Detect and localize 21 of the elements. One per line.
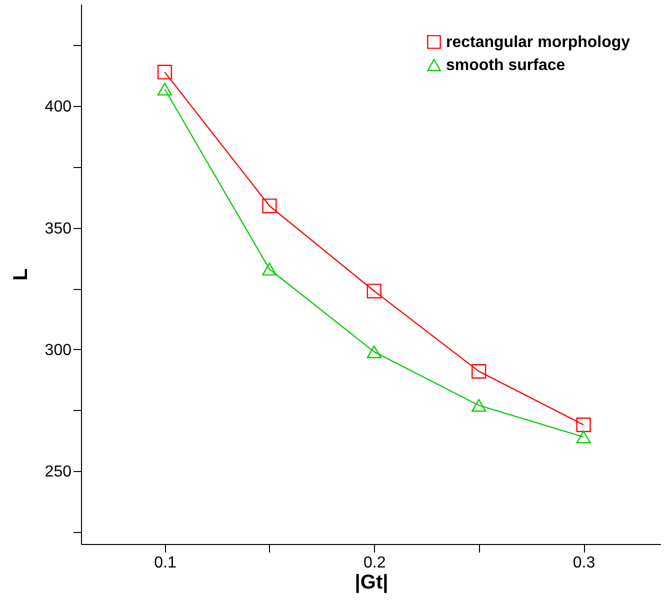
y-axis-title: L [10, 268, 32, 281]
legend-label: rectangular morphology [446, 34, 630, 51]
point [576, 430, 591, 444]
point [366, 345, 382, 358]
point [472, 364, 486, 379]
y-tick-label: 300 [44, 342, 72, 359]
x-axis-title: |Gt| [354, 572, 388, 594]
y-tick-label: 250 [44, 464, 72, 481]
point [262, 198, 277, 214]
point [366, 284, 382, 298]
y-tick-label: 350 [44, 220, 72, 238]
x-tick-label: 0.2 [364, 554, 386, 572]
point [576, 418, 591, 432]
point [472, 398, 486, 412]
point [157, 64, 172, 80]
legend-label: smooth surface [446, 57, 566, 74]
point [157, 82, 172, 96]
point [262, 262, 277, 276]
x-tick-label: 0.3 [572, 554, 596, 572]
x-tick-label: 0.1 [154, 554, 176, 572]
y-tick-label: 400 [44, 98, 72, 116]
